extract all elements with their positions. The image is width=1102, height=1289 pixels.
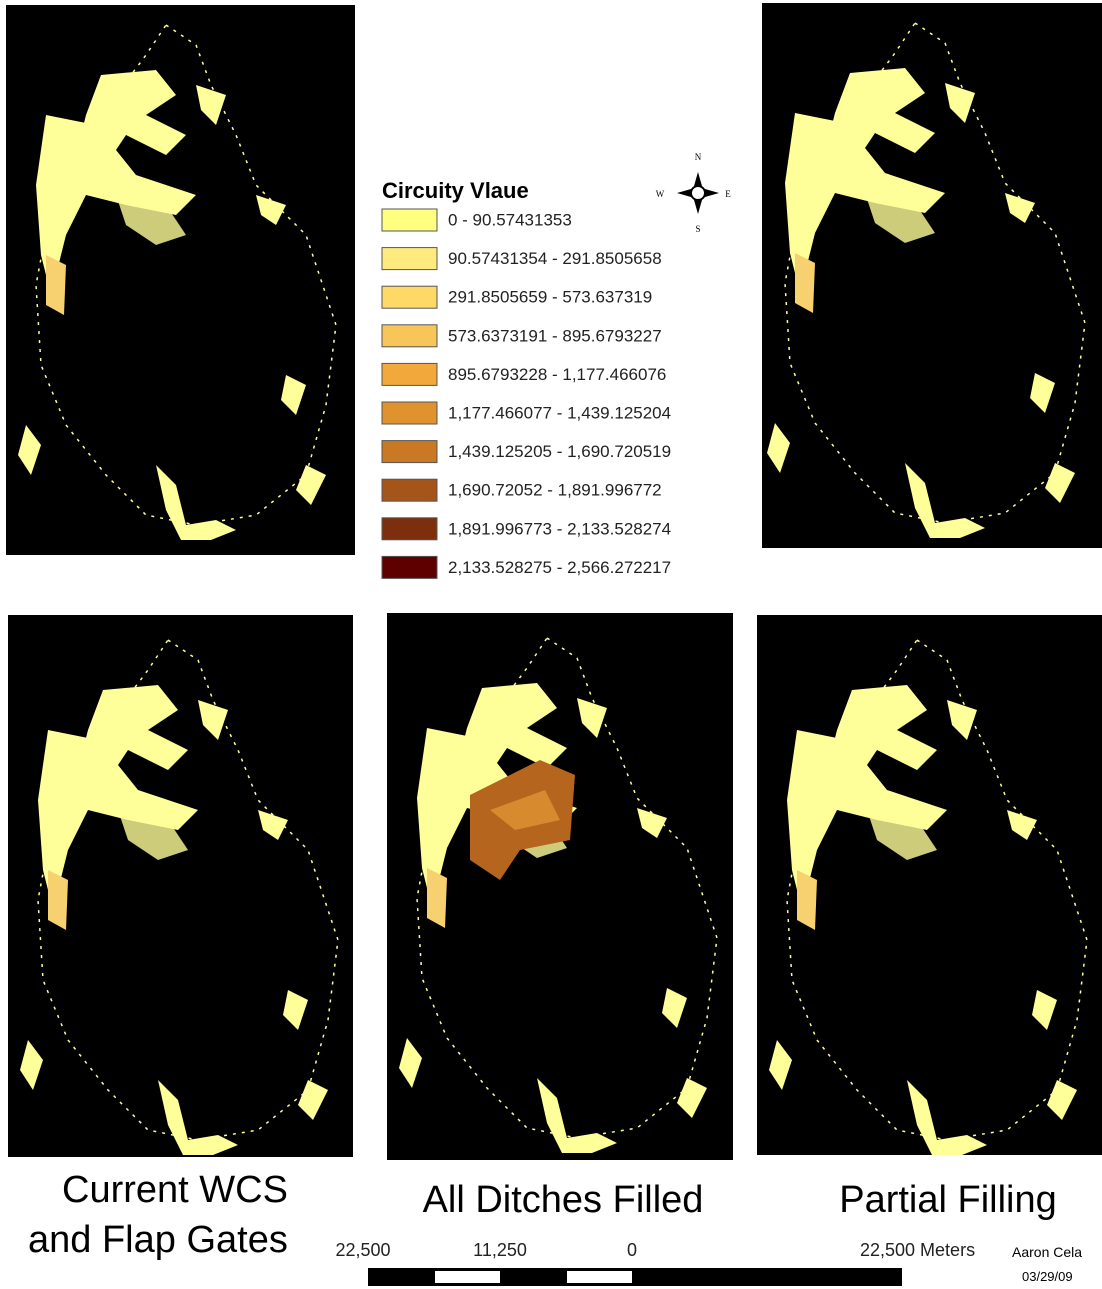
- compass-w: W: [656, 189, 665, 199]
- legend-swatch: [382, 441, 437, 463]
- map-layout: Circuity Vlaue 0 - 90.57431353 90.5743135…: [0, 0, 1102, 1289]
- legend-label: 1,891.996773 - 2,133.528274: [448, 519, 671, 538]
- legend-title: Circuity Vlaue: [382, 178, 529, 203]
- legend-label: 1,690.72052 - 1,891.996772: [448, 481, 662, 500]
- legend-label: 90.57431354 - 291.8505658: [448, 249, 662, 268]
- map-panel-top-right: [762, 3, 1102, 548]
- legend-swatch: [382, 556, 437, 578]
- caption: Partial Filling: [839, 1179, 1057, 1221]
- credit-date: 03/29/09: [1022, 1269, 1073, 1284]
- credit-author: Aaron Cela: [1012, 1244, 1082, 1260]
- legend-swatch: [382, 518, 437, 540]
- compass-n: N: [695, 152, 702, 162]
- compass: N S E W: [656, 152, 732, 234]
- legend: Circuity Vlaue 0 - 90.57431353 90.5743135…: [382, 178, 671, 579]
- map-panel-top-left: [6, 5, 355, 555]
- scale-label: 11,250: [473, 1240, 527, 1260]
- legend-label: 1,439.125205 - 1,690.720519: [448, 442, 671, 461]
- caption: Current WCS: [62, 1169, 288, 1211]
- legend-label: 895.6793228 - 1,177.466076: [448, 365, 666, 384]
- map-panel-bottom-left: [8, 615, 353, 1157]
- legend-swatch: [382, 248, 437, 270]
- map-panel-bottom-middle: [387, 613, 733, 1160]
- caption: All Ditches Filled: [423, 1179, 704, 1221]
- scale-label: 22,500: [335, 1240, 390, 1260]
- caption: and Flap Gates: [28, 1219, 288, 1261]
- legend-swatch: [382, 286, 437, 308]
- legend-swatch: [382, 402, 437, 424]
- legend-swatch: [382, 209, 437, 231]
- scale-bar: 22,500 11,250 0 22,500 Meters: [335, 1240, 975, 1286]
- scale-label: 22,500 Meters: [860, 1240, 975, 1260]
- legend-label: 291.8505659 - 573.637319: [448, 288, 652, 307]
- legend-swatch: [382, 325, 437, 347]
- scale-label: 0: [627, 1240, 637, 1260]
- legend-label: 2,133.528275 - 2,566.272217: [448, 558, 671, 577]
- legend-swatch: [382, 363, 437, 385]
- legend-label: 0 - 90.57431353: [448, 210, 572, 229]
- map-panel-bottom-right: [757, 615, 1102, 1155]
- compass-s: S: [695, 224, 700, 234]
- legend-label: 573.6373191 - 895.6793227: [448, 326, 662, 345]
- legend-swatch: [382, 479, 437, 501]
- compass-e: E: [725, 189, 731, 199]
- legend-label: 1,177.466077 - 1,439.125204: [448, 403, 671, 422]
